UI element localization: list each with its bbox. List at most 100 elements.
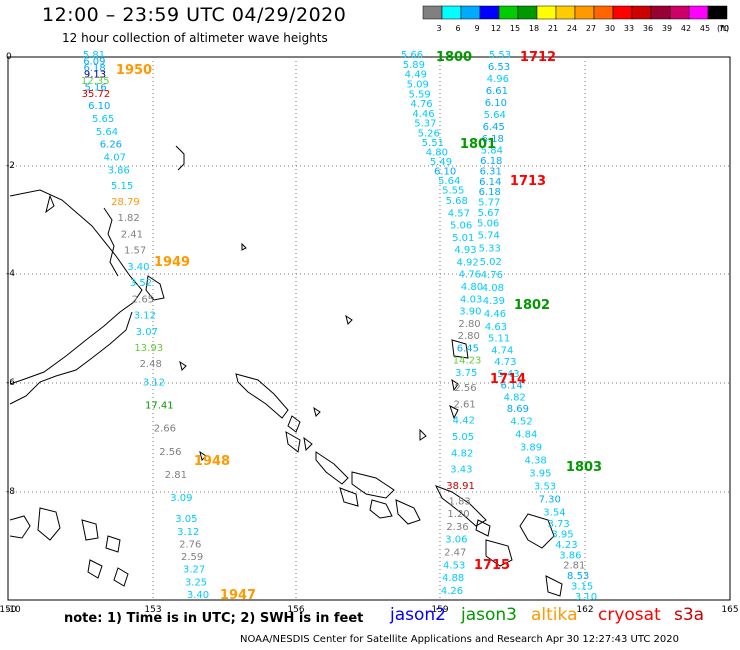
map-subtitle: 12 hour collection of altimeter wave hei… xyxy=(62,31,328,45)
swh-value-track-b: 5.06 xyxy=(450,221,472,232)
swh-value-track-c: 7.30 xyxy=(539,495,561,506)
satellite-name: altika xyxy=(531,605,578,625)
swh-value-track-c: 3.89 xyxy=(520,442,542,453)
swh-value-track-c: 6.18 xyxy=(479,187,501,198)
coastline xyxy=(285,431,301,453)
swh-value-track-c: 5.64 xyxy=(484,110,506,121)
swh-value-track-c: 5.74 xyxy=(478,231,500,242)
swh-value-track-a: 2.81 xyxy=(165,470,187,481)
swh-value-track-c: 6.45 xyxy=(483,122,505,133)
legend-label: 27 xyxy=(586,24,596,33)
swh-value-track-b: 3.06 xyxy=(445,535,467,546)
coastline xyxy=(199,450,207,461)
x-tick-label: 162 xyxy=(576,605,593,615)
coastline xyxy=(81,519,99,541)
swh-value-track-b: 5.64 xyxy=(438,176,460,187)
swh-value-track-c: 5.33 xyxy=(479,244,501,255)
legend-swatch xyxy=(460,5,481,20)
x-tick-label: 150 xyxy=(0,605,17,615)
swh-value-track-b: 38.91 xyxy=(446,481,475,492)
coastline xyxy=(45,194,55,214)
legend-label: 33 xyxy=(624,24,634,33)
swh-value-track-a: 5.15 xyxy=(111,181,133,192)
swh-value-track-b: 3.90 xyxy=(459,307,481,318)
time-label: 1801 xyxy=(460,137,496,152)
swh-value-track-a: 5.65 xyxy=(92,114,114,125)
swh-value-track-a: 3.05 xyxy=(175,514,197,525)
swh-value-track-c: 4.84 xyxy=(515,429,537,440)
swh-value-track-c: 5.11 xyxy=(488,334,510,345)
swh-value-track-b: 2.80 xyxy=(458,319,480,330)
swh-value-track-a: 3.09 xyxy=(170,493,192,504)
swh-value-track-a: 35.72 xyxy=(82,89,111,100)
map-frame xyxy=(7,56,731,601)
swh-value-track-b: 3.43 xyxy=(450,465,472,476)
swh-value-track-c: 4.73 xyxy=(494,357,516,368)
swh-value-track-b: 1.20 xyxy=(447,509,469,520)
swh-value-track-b: 5.37 xyxy=(414,119,436,130)
swh-value-track-a: 1.57 xyxy=(124,246,146,257)
swh-value-track-b: 4.80 xyxy=(461,282,483,293)
swh-value-track-a: 6.09 xyxy=(83,56,105,67)
swh-value-track-a: 3.25 xyxy=(185,577,207,588)
legend-swatch xyxy=(498,5,519,20)
swh-value-track-b: 4.80 xyxy=(426,147,448,158)
swh-value-track-a: 3.52 xyxy=(130,278,152,289)
time-label: 1713 xyxy=(510,174,546,189)
swh-value-track-b: 5.55 xyxy=(442,186,464,197)
coastline xyxy=(315,451,349,485)
coastline xyxy=(485,539,513,567)
swh-value-track-b: 4.76 xyxy=(410,99,432,110)
swh-value-track-c: 6.61 xyxy=(486,86,508,97)
y-tick-label: 0 xyxy=(6,52,12,62)
swh-value-track-a: 6.10 xyxy=(88,101,110,112)
swh-value-track-c: 4.23 xyxy=(555,540,577,551)
swh-value-track-c: 3.73 xyxy=(547,519,569,530)
swh-value-track-a: 2.48 xyxy=(140,359,162,370)
swh-value-track-b: 4.42 xyxy=(453,416,475,427)
swh-value-track-a: 3.27 xyxy=(183,565,205,576)
swh-value-track-a: 5.81 xyxy=(83,50,105,61)
legend-swatch xyxy=(593,5,614,20)
swh-value-track-c: 5.77 xyxy=(478,198,500,209)
coastline xyxy=(103,207,119,277)
legend-label: 45 xyxy=(700,24,710,33)
coastline xyxy=(519,513,555,549)
time-label: 1714 xyxy=(490,372,526,387)
swh-value-track-a: 3.12 xyxy=(143,378,165,389)
legend-swatch xyxy=(555,5,576,20)
legend-label: 15 xyxy=(510,24,520,33)
swh-value-track-a: 3.40 xyxy=(187,590,209,601)
legend-swatch xyxy=(707,5,728,20)
legend-swatch xyxy=(669,5,690,20)
swh-value-track-c: 6.14 xyxy=(479,177,501,188)
legend-label: 24 xyxy=(567,24,577,33)
legend-swatch xyxy=(517,5,538,20)
swh-value-track-b: 5.59 xyxy=(409,89,431,100)
legend-unit: (ft) xyxy=(717,24,729,33)
legend-label: 6 xyxy=(455,24,460,33)
swh-value-track-b: 4.92 xyxy=(457,257,479,268)
swh-value-track-a: 6.26 xyxy=(100,140,122,151)
swh-value-track-c: 2.81 xyxy=(563,561,585,572)
swh-value-track-b: 6.45 xyxy=(457,343,479,354)
swh-value-track-c: 4.63 xyxy=(485,322,507,333)
legend-label: 36 xyxy=(643,24,653,33)
x-tick-label: 165 xyxy=(721,605,738,615)
swh-value-track-b: 4.53 xyxy=(443,560,465,571)
swh-value-track-c: 5.06 xyxy=(477,219,499,230)
swh-value-track-a: 3.40 xyxy=(127,262,149,273)
swh-value-track-b: 4.93 xyxy=(454,245,476,256)
swh-value-track-a: 2.56 xyxy=(159,447,181,458)
swh-value-track-b: 5.66 xyxy=(401,50,423,61)
swh-value-track-b: 5.09 xyxy=(407,79,429,90)
legend-swatch xyxy=(612,5,633,20)
satellite-name: jason2 xyxy=(390,605,446,625)
swh-value-track-c: 4.52 xyxy=(510,416,532,427)
swh-value-track-a: 2.66 xyxy=(154,424,176,435)
swh-value-track-b: 2.80 xyxy=(458,331,480,342)
swh-value-track-c: 5.84 xyxy=(481,145,503,156)
legend-label: 21 xyxy=(548,24,558,33)
coastline xyxy=(145,275,165,301)
